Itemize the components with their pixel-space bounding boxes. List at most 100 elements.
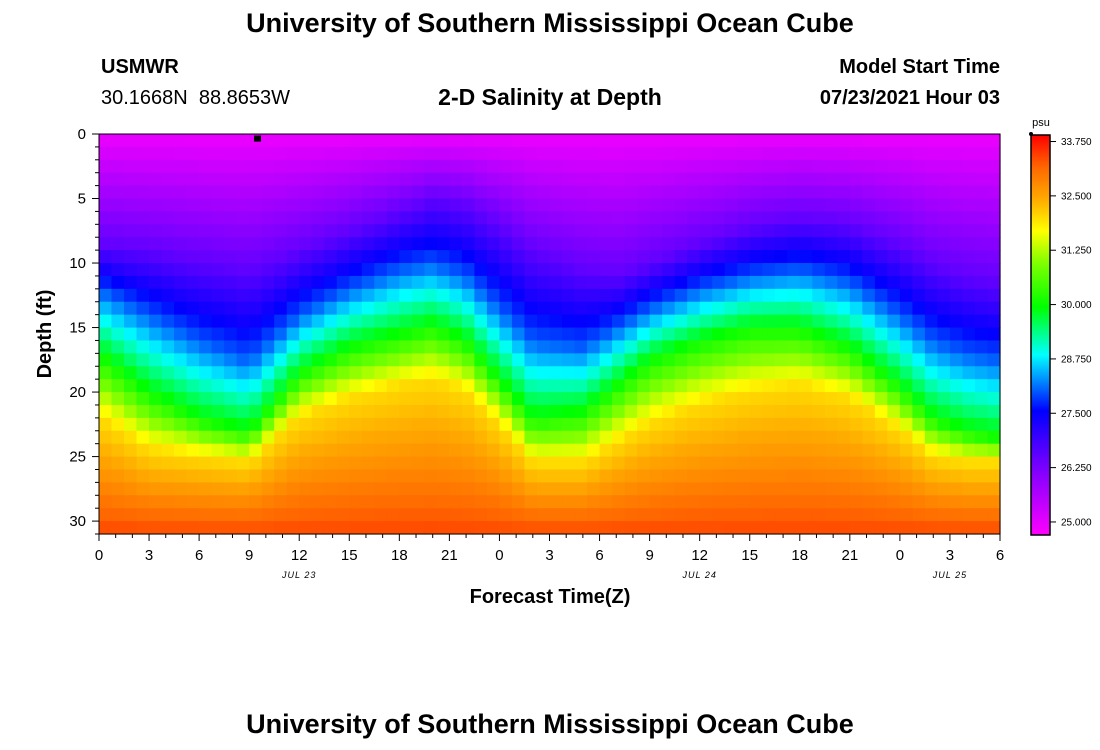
heatmap-cell: [749, 443, 763, 458]
heatmap-cell: [261, 508, 275, 522]
heatmap-cell: [837, 430, 851, 445]
heatmap-cell: [261, 198, 275, 213]
heatmap-cell: [924, 417, 939, 432]
heatmap-cell: [812, 263, 826, 277]
heatmap-cell: [962, 224, 976, 238]
heatmap-cell: [549, 366, 563, 380]
heatmap-cell: [361, 392, 375, 406]
heatmap-cell: [924, 521, 939, 535]
heatmap-cell: [349, 521, 363, 535]
heatmap-cell: [862, 134, 876, 148]
heatmap-cell: [749, 159, 763, 174]
heatmap-cell: [624, 288, 638, 303]
heatmap-cell: [787, 211, 801, 225]
heatmap-cell: [699, 404, 713, 419]
heatmap-cell: [724, 469, 738, 483]
heatmap-cell: [662, 301, 676, 316]
x-tick-label: 18: [791, 547, 808, 564]
heatmap-cell: [962, 237, 976, 251]
heatmap-cell: [712, 250, 726, 264]
heatmap-cell: [324, 379, 338, 393]
heatmap-cell: [987, 314, 1001, 329]
heatmap-cell: [812, 198, 826, 213]
heatmap-cell: [962, 430, 976, 445]
heatmap-cell: [962, 172, 976, 187]
heatmap-cell: [962, 482, 976, 496]
heatmap-cell: [449, 340, 463, 354]
heatmap-cell: [424, 211, 438, 225]
heatmap-cell: [261, 250, 275, 264]
heatmap-cell: [336, 134, 350, 148]
heatmap-cell: [637, 172, 651, 187]
heatmap-cell: [261, 314, 275, 329]
heatmap-cell: [224, 134, 238, 148]
heatmap-cell: [812, 146, 826, 161]
heatmap-cell: [461, 366, 476, 380]
heatmap-cell: [674, 495, 688, 509]
heatmap-cell: [687, 211, 701, 225]
heatmap-cell: [574, 404, 588, 419]
heatmap-cell: [637, 185, 651, 200]
heatmap-cell: [774, 301, 788, 316]
heatmap-cell: [749, 482, 763, 496]
heatmap-cell: [612, 443, 626, 458]
heatmap-cell: [399, 469, 413, 483]
heatmap-cell: [111, 404, 125, 419]
heatmap-cell: [524, 134, 538, 148]
heatmap-cell: [612, 430, 626, 445]
heatmap-cell: [199, 340, 213, 354]
heatmap-cell: [624, 443, 638, 458]
heatmap-cell: [712, 417, 726, 432]
heatmap-cell: [862, 430, 876, 445]
heatmap-cell: [912, 430, 926, 445]
heatmap-cell: [899, 224, 913, 238]
heatmap-cell: [662, 314, 676, 329]
heatmap-cell: [386, 482, 400, 496]
heatmap-cell: [849, 508, 863, 522]
heatmap-cell: [724, 379, 738, 393]
heatmap-cell: [712, 495, 726, 509]
heatmap-cell: [299, 417, 313, 432]
heatmap-cell: [787, 404, 801, 419]
heatmap-cell: [124, 353, 138, 367]
heatmap-cell: [511, 456, 526, 471]
heatmap-cell: [774, 508, 788, 522]
heatmap-cell: [186, 392, 200, 406]
heatmap-cell: [699, 250, 713, 264]
heatmap-cell: [449, 198, 463, 213]
heatmap-cell: [612, 146, 626, 161]
heatmap-cell: [474, 275, 488, 290]
heatmap-cell: [662, 443, 676, 458]
heatmap-cell: [149, 185, 163, 200]
heatmap-cell: [436, 198, 450, 213]
heatmap-cell: [937, 159, 951, 174]
heatmap-cell: [286, 404, 300, 419]
heatmap-cell: [599, 211, 613, 225]
heatmap-cell: [324, 430, 338, 445]
heatmap-cell: [574, 211, 588, 225]
heatmap-cell: [887, 469, 901, 483]
heatmap-cell: [124, 198, 138, 213]
heatmap-cell: [436, 275, 450, 290]
heatmap-cell: [712, 482, 726, 496]
heatmap-cell: [136, 340, 150, 354]
heatmap-cell: [286, 134, 300, 148]
heatmap-cell: [374, 185, 388, 200]
heatmap-cell: [799, 198, 813, 213]
heatmap-cell: [887, 443, 901, 458]
heatmap-cell: [699, 495, 713, 509]
heatmap-cell: [399, 172, 413, 187]
heatmap-cell: [712, 211, 726, 225]
heatmap-cell: [536, 288, 551, 303]
heatmap-cell: [386, 392, 400, 406]
heatmap-cell: [862, 237, 876, 251]
heatmap-cell: [774, 314, 788, 329]
heatmap-cell: [186, 456, 200, 471]
heatmap-cell: [699, 314, 713, 329]
heatmap-cell: [361, 224, 375, 238]
heatmap-cell: [411, 237, 425, 251]
heatmap-cell: [874, 224, 888, 238]
heatmap-cell: [536, 146, 551, 161]
heatmap-cell: [762, 404, 776, 419]
